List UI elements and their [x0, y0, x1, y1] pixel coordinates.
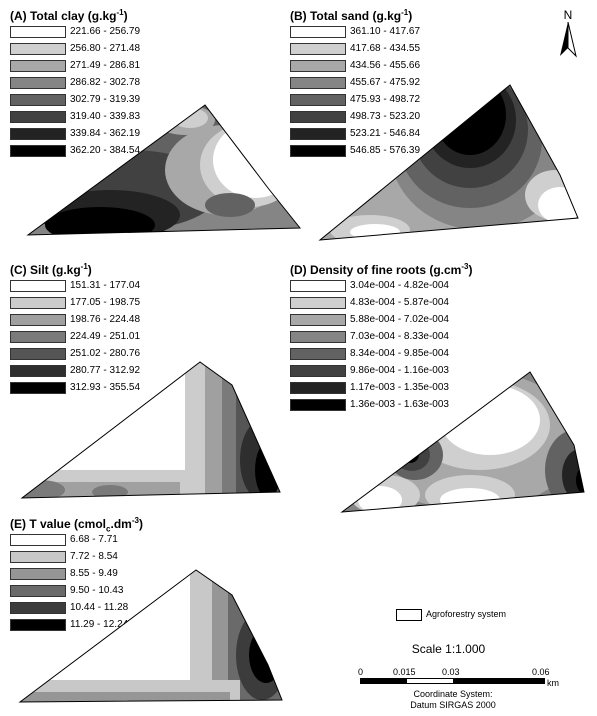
legend-swatch	[290, 77, 346, 89]
scale-bar	[360, 678, 545, 684]
legend-label: 546.85 - 576.39	[350, 145, 421, 156]
legend-swatch	[10, 619, 66, 631]
legend-label: 7.03e-004 - 8.33e-004	[350, 331, 449, 342]
legend-label: 286.82 - 302.78	[70, 77, 141, 88]
legend-swatch	[290, 314, 346, 326]
legend-label: 198.76 - 224.48	[70, 314, 141, 325]
legend-swatch	[290, 399, 346, 411]
legend-label: 8.55 - 9.49	[70, 568, 118, 579]
legend-swatch	[10, 602, 66, 614]
legend-swatch	[10, 568, 66, 580]
coordinate-system-label: Coordinate System:	[413, 689, 493, 699]
scale-text: Scale 1:1.000	[411, 642, 486, 656]
panel-d-title: (D) Density of fine roots (g.cm-3)	[290, 262, 473, 277]
legend-label: 251.02 - 280.76	[70, 348, 141, 359]
legend-label: 9.50 - 10.43	[70, 585, 124, 596]
panel-b-title: (B) Total sand (g.kg-1)	[290, 8, 413, 23]
legend-swatch	[290, 297, 346, 309]
legend-swatch	[10, 348, 66, 360]
legend-swatch	[10, 60, 66, 72]
legend-label: 362.20 - 384.54	[70, 145, 141, 156]
legend-label: 224.49 - 251.01	[70, 331, 141, 342]
legend-swatch	[10, 534, 66, 546]
legend-label: 319.40 - 339.83	[70, 111, 141, 122]
datum-label: Datum SIRGAS 2000	[410, 700, 496, 710]
legend-label: 221.66 - 256.79	[70, 26, 141, 37]
legend-label: 271.49 - 286.81	[70, 60, 141, 71]
legend-swatch	[10, 314, 66, 326]
north-arrow: N	[556, 8, 580, 63]
legend-swatch	[10, 43, 66, 55]
legend-swatch	[10, 382, 66, 394]
legend-label: 6.68 - 7.71	[70, 534, 118, 545]
legend-label: 361.10 - 417.67	[350, 26, 421, 37]
legend-swatch	[290, 128, 346, 140]
legend-label: 339.84 - 362.19	[70, 128, 141, 139]
legend-swatch	[290, 26, 346, 38]
scalebar-tick-0: 0	[358, 667, 364, 677]
legend-label: 7.72 - 8.54	[70, 551, 118, 562]
legend-label: 434.56 - 455.66	[350, 60, 421, 71]
legend-label: 417.68 - 434.55	[350, 43, 421, 54]
legend-label: 280.77 - 312.92	[70, 365, 141, 376]
scalebar-tick-2: 0.03	[442, 667, 460, 677]
legend-swatch	[290, 94, 346, 106]
legend-swatch	[290, 365, 346, 377]
legend-swatch	[10, 297, 66, 309]
legend-swatch	[290, 60, 346, 72]
legend-label: 5.88e-004 - 7.02e-004	[350, 314, 449, 325]
legend-swatch	[10, 128, 66, 140]
north-arrow-icon	[560, 21, 577, 58]
legend-label: 11.29 - 12.24	[70, 619, 129, 630]
legend-swatch	[290, 145, 346, 157]
legend-label: 4.83e-004 - 5.87e-004	[350, 297, 449, 308]
legend-swatch	[10, 280, 66, 292]
legend-label: 8.34e-004 - 9.85e-004	[350, 348, 449, 359]
legend-swatch	[10, 111, 66, 123]
legend-label: 302.79 - 319.39	[70, 94, 141, 105]
legend-swatch	[10, 585, 66, 597]
legend-label: 10.44 - 11.28	[70, 602, 129, 613]
panel-a-title: (A) Total clay (g.kg-1)	[10, 8, 128, 23]
legend-label: 498.73 - 523.20	[350, 111, 421, 122]
panel-c-title: (C) Silt (g.kg-1)	[10, 262, 92, 277]
legend-label: 1.36e-003 - 1.63e-003	[350, 399, 449, 410]
legend-swatch	[290, 331, 346, 343]
north-label: N	[563, 8, 573, 22]
legend-label: 177.05 - 198.75	[70, 297, 141, 308]
legend-label: 9.86e-004 - 1.16e-003	[350, 365, 449, 376]
legend-label: 151.31 - 177.04	[70, 280, 141, 291]
legend-label: 523.21 - 546.84	[350, 128, 421, 139]
agroforestry-legend-label: Agroforestry system	[426, 609, 507, 619]
legend-swatch	[290, 348, 346, 360]
legend-swatch	[10, 331, 66, 343]
agroforestry-legend-swatch	[396, 609, 422, 621]
panel-e-title: (E) T value (cmolc.dm-3)	[10, 516, 143, 534]
legend-swatch	[10, 26, 66, 38]
legend-label: 312.93 - 355.54	[70, 382, 141, 393]
legend-swatch	[290, 280, 346, 292]
legend-swatch	[10, 551, 66, 563]
legend-swatch	[290, 382, 346, 394]
legend-label: 455.67 - 475.92	[350, 77, 421, 88]
legend-swatch	[290, 111, 346, 123]
scalebar-tick-3: 0.06	[532, 667, 550, 677]
legend-swatch	[10, 365, 66, 377]
legend-label: 1.17e-003 - 1.35e-003	[350, 382, 449, 393]
scalebar-unit: km	[547, 678, 559, 688]
scalebar-tick-1: 0.015	[393, 667, 416, 677]
legend-label: 475.93 - 498.72	[350, 94, 421, 105]
legend-swatch	[10, 94, 66, 106]
legend-label: 3.04e-004 - 4.82e-004	[350, 280, 449, 291]
legend-swatch	[290, 43, 346, 55]
legend-label: 256.80 - 271.48	[70, 43, 141, 54]
legend-swatch	[10, 145, 66, 157]
legend-swatch	[10, 77, 66, 89]
